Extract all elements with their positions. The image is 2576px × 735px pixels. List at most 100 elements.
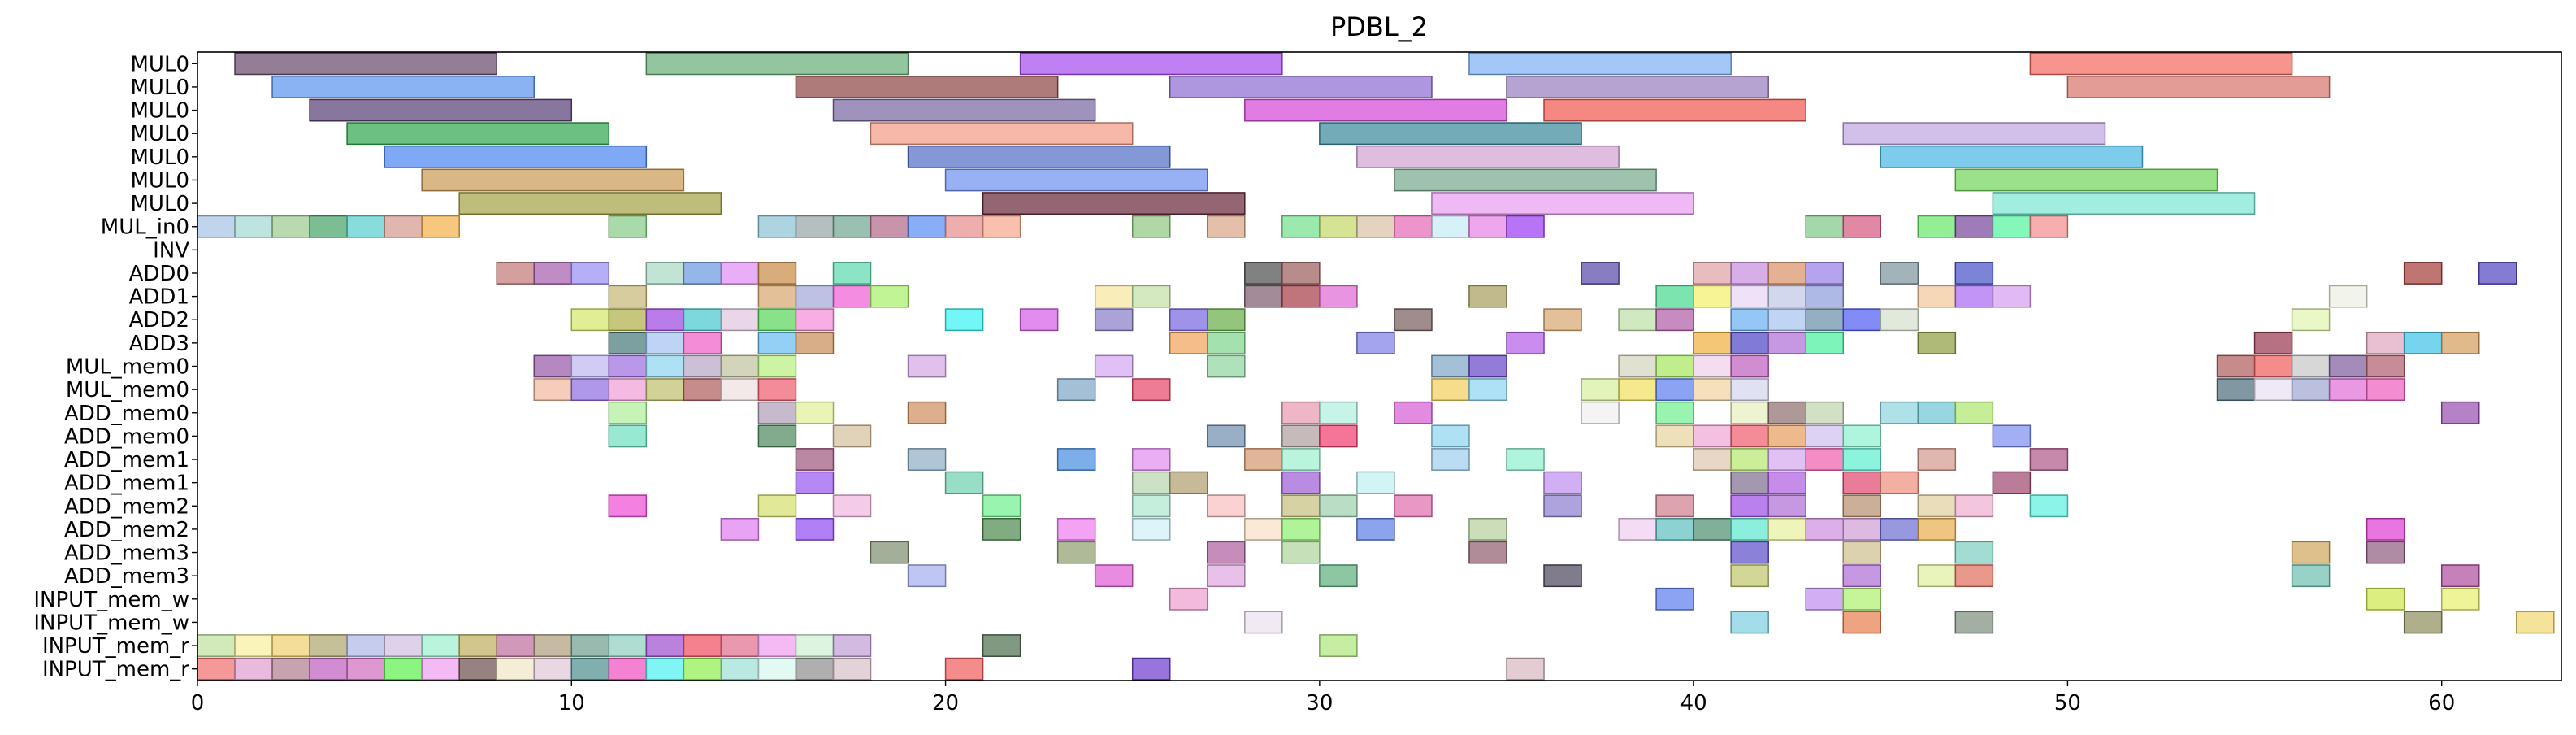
task-bar: [832, 98, 1096, 122]
task-bar: [1131, 448, 1171, 471]
task-bar: [1805, 331, 1845, 354]
task-bar: [570, 634, 610, 657]
task-bar: [1169, 76, 1433, 98]
task-bar: [1954, 215, 1994, 238]
task-bar: [683, 354, 722, 378]
task-bar: [1767, 424, 1806, 448]
task-bar: [1805, 587, 1845, 611]
task-bar: [570, 262, 610, 285]
task-bar: [982, 634, 1021, 657]
task-bar: [1169, 471, 1208, 494]
row-label: ADD_mem0: [64, 424, 189, 449]
task-bar: [907, 564, 947, 588]
task-bar: [1319, 401, 1358, 424]
task-bar: [1244, 611, 1283, 634]
task-bar: [2328, 378, 2368, 402]
task-bar: [1842, 424, 1882, 448]
task-bar: [1281, 424, 1321, 448]
task-bar: [1019, 308, 1059, 332]
task-bar: [1207, 308, 1246, 332]
task-bar: [1244, 448, 1283, 471]
task-bar: [645, 308, 685, 332]
task-bar: [1431, 424, 1470, 448]
task-bar: [421, 168, 685, 192]
task-bar: [1842, 471, 1882, 494]
x-tick-label: 50: [2054, 691, 2081, 715]
task-bar: [197, 215, 236, 238]
task-bar: [720, 657, 760, 681]
task-bar: [645, 634, 685, 657]
task-bar: [1767, 517, 1806, 541]
task-bar: [533, 354, 573, 378]
task-bar: [2291, 564, 2331, 588]
task-bar: [1880, 401, 1919, 424]
row-label: ADD_mem1: [64, 448, 189, 472]
task-bar: [1056, 517, 1096, 541]
task-bar: [570, 657, 610, 681]
task-bar: [608, 657, 648, 681]
task-bar: [1693, 285, 1732, 308]
task-bar: [1954, 564, 1994, 588]
task-bar: [1954, 494, 1994, 518]
task-bar: [1655, 285, 1694, 308]
task-bar: [1394, 215, 1433, 238]
row-label: MUL0: [131, 168, 190, 193]
task-bar: [1169, 587, 1208, 611]
task-bar: [346, 634, 385, 657]
task-bar: [1207, 424, 1246, 448]
task-bar: [533, 378, 573, 402]
task-bar: [1356, 517, 1395, 541]
task-bar: [1767, 448, 1806, 471]
task-bar: [1842, 517, 1882, 541]
row-label: MUL0: [131, 99, 190, 124]
task-bar: [309, 657, 348, 681]
task-bar: [832, 494, 872, 518]
task-bar: [1880, 517, 1919, 541]
task-bar: [608, 401, 648, 424]
task-bar: [907, 354, 947, 378]
task-bar: [1207, 215, 1246, 238]
task-bar: [1842, 215, 1882, 238]
task-bar: [795, 331, 835, 354]
task-bar: [1917, 494, 1957, 518]
task-bar: [1730, 331, 1769, 354]
task-bar: [1842, 122, 2106, 146]
task-bar: [1468, 285, 1507, 308]
task-bar: [1805, 215, 1845, 238]
task-bar: [1431, 192, 1694, 215]
task-bar: [757, 308, 797, 332]
task-bar: [1319, 564, 1358, 588]
task-bar: [1131, 494, 1171, 518]
task-bar: [1655, 308, 1694, 332]
task-bar: [683, 331, 722, 354]
task-bar: [1917, 401, 1957, 424]
task-bar: [645, 657, 685, 681]
task-bar: [1131, 215, 1171, 238]
task-bar: [1618, 308, 1657, 332]
task-bar: [1805, 262, 1845, 285]
task-bar: [720, 308, 760, 332]
task-bar: [1394, 494, 1433, 518]
task-bar: [1805, 401, 1845, 424]
task-bar: [2366, 331, 2405, 354]
task-bar: [2478, 262, 2517, 285]
task-bar: [1319, 285, 1358, 308]
task-bar: [795, 517, 835, 541]
task-bar: [795, 471, 835, 494]
task-bar: [645, 52, 909, 76]
task-bar: [2403, 331, 2443, 354]
task-bar: [757, 657, 797, 681]
task-bar: [1730, 494, 1769, 518]
task-bar: [683, 634, 722, 657]
row-labels: MUL0MUL0MUL0MUL0MUL0MUL0MUL0MUL_in0INVAD…: [33, 52, 197, 682]
task-bar: [271, 657, 310, 681]
task-bar: [1131, 517, 1171, 541]
task-bar: [1356, 331, 1395, 354]
task-bar: [2291, 378, 2331, 402]
task-bar: [2440, 587, 2480, 611]
row-label: MUL0: [131, 122, 190, 146]
task-bar: [458, 634, 497, 657]
task-bar: [2253, 378, 2293, 402]
task-bar: [720, 378, 760, 402]
x-tick-label: 60: [2428, 691, 2455, 715]
